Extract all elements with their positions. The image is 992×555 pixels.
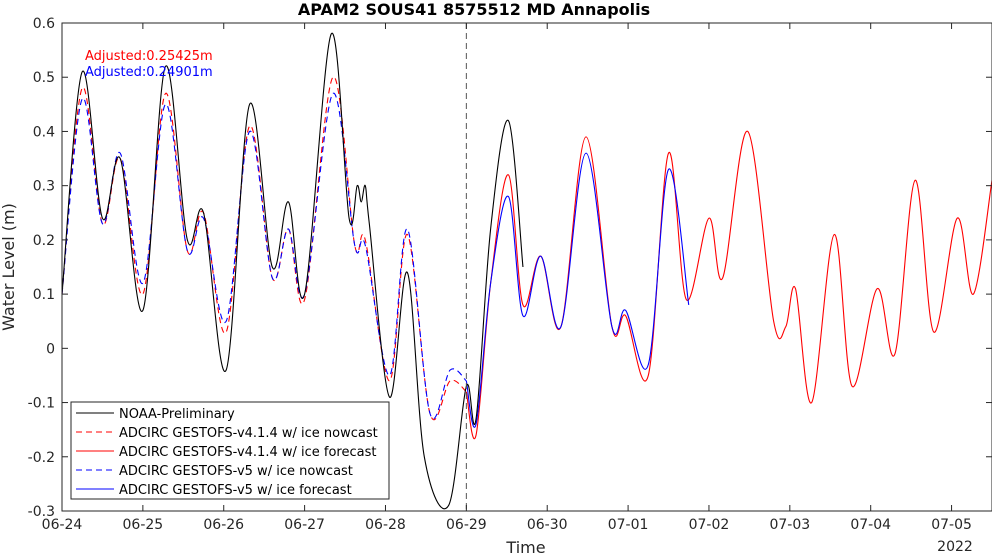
x-tick-label: 07-05 [931,517,972,533]
x-tick-label: 06-27 [284,517,325,533]
y-tick-label: 0.5 [33,70,55,86]
x-tick-label: 06-24 [42,517,83,533]
legend-label-v414-forecast: ADCIRC GESTOFS-v4.1.4 w/ ice forecast [119,445,376,460]
x-tick-label: 07-04 [850,517,891,533]
series-line-v414-nowcast [61,76,467,421]
x-axis-year-label: 2022 [937,539,973,555]
y-axis-label: Water Level (m) [0,203,18,331]
legend-box [70,401,390,500]
chart-title: APAM2 SOUS41 8575512 MD Annapolis [298,0,650,19]
adjusted-annotation-blue: Adjusted:0.24901m [85,65,213,80]
y-tick-label: -0.2 [28,450,55,466]
y-tick-label: -0.3 [28,504,55,520]
x-axis-label: Time [505,538,545,555]
series-line-v5-forecast [465,152,690,428]
y-tick-label: 0.1 [33,287,55,303]
x-tick-label: 06-30 [527,517,568,533]
y-tick-label: 0.6 [33,16,55,32]
x-tick-label: 06-25 [123,517,164,533]
x-tick-label: 06-26 [203,517,244,533]
legend-label-v5-nowcast: ADCIRC GESTOFS-v5 w/ ice nowcast [119,464,353,479]
series-line-v5-nowcast [61,92,467,419]
x-tick-label: 07-02 [689,517,730,533]
legend-label-v5-forecast: ADCIRC GESTOFS-v5 w/ ice forecast [119,483,352,498]
x-tick-label: 07-03 [769,517,810,533]
y-tick-label: -0.1 [28,396,55,412]
x-tick-label: 06-28 [365,517,406,533]
y-tick-label: 0.3 [33,179,55,195]
y-tick-label: 0.2 [33,233,55,249]
adjusted-annotation-red: Adjusted:0.25425m [85,49,213,64]
legend-label-noaa: NOAA-Preliminary [119,407,235,422]
plot-frame [61,22,992,512]
legend: NOAA-Preliminary ADCIRC GESTOFS-v4.1.4 w… [70,401,390,500]
y-tick-label: 0.4 [33,124,55,140]
series-line-noaa [61,33,524,510]
x-tick-label: 06-29 [446,517,487,533]
x-tick-label: 07-01 [608,517,649,533]
y-tick-label: 0 [46,341,55,357]
legend-label-v414-nowcast: ADCIRC GESTOFS-v4.1.4 w/ ice nowcast [119,426,378,441]
